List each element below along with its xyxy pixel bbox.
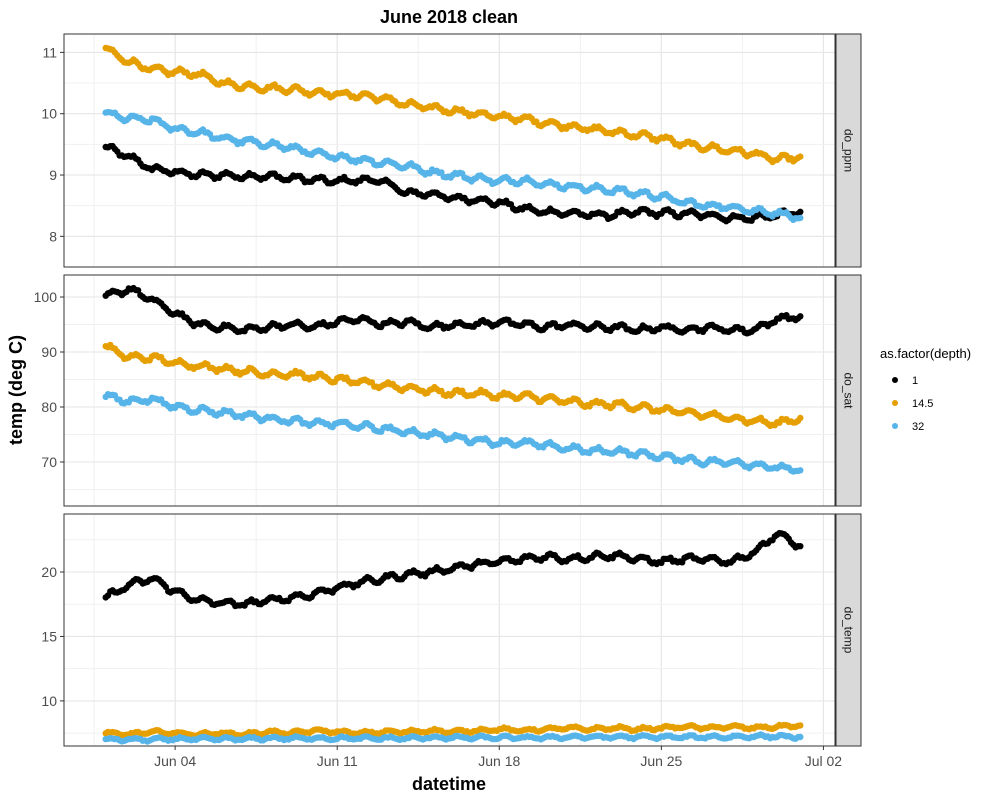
legend-key (892, 400, 898, 406)
panel-background (64, 514, 835, 746)
x-axis-title: datetime (412, 774, 486, 794)
legend-key (892, 423, 898, 429)
data-point (797, 153, 804, 160)
y-tick-label: 9 (49, 167, 57, 183)
legend-key (892, 377, 898, 383)
series-1 (102, 142, 804, 225)
facet-strip-label: do_ppm (842, 129, 856, 172)
y-tick-label: 70 (41, 454, 57, 470)
data-point (797, 208, 804, 215)
legend-label: 32 (912, 421, 924, 433)
data-point (797, 543, 804, 550)
data-point (797, 722, 804, 729)
y-tick-label: 20 (41, 564, 57, 580)
y-tick-label: 80 (41, 399, 57, 415)
data-point (797, 313, 804, 320)
x-axis-ticks: Jun 04 Jun 11 Jun 18 Jun 25 Jul 02 (154, 746, 842, 769)
y-tick-label: 90 (41, 344, 57, 360)
data-point (797, 467, 804, 474)
legend: as.factor(depth) 1 14.5 32 (880, 346, 971, 433)
facet-strip (835, 33, 862, 268)
y-tick-label: 10 (41, 693, 57, 709)
x-tick-label: Jul 02 (805, 753, 843, 769)
data-point (797, 733, 804, 741)
panel-border (63, 274, 836, 507)
series-14.5 (102, 341, 804, 429)
panel-do_temp: 10 15 20 do_temp (41, 513, 862, 747)
panel-do_ppm: 8 9 10 11 do_ppm (41, 33, 862, 268)
chart-panels: 8 9 10 11 do_ppm 70 80 90 100 do_sat 10 15 20 do_temp (34, 33, 862, 747)
series-32 (102, 391, 804, 475)
series-1 (102, 529, 804, 610)
x-tick-label: Jun 18 (478, 753, 520, 769)
series-14.5 (102, 721, 804, 739)
panel-do_sat: 70 80 90 100 do_sat (34, 274, 862, 507)
series-14.5 (102, 44, 804, 166)
series-32 (102, 731, 804, 745)
y-tick-label: 8 (49, 228, 57, 244)
series-32 (102, 108, 804, 223)
panel-border (63, 513, 836, 747)
x-tick-label: Jun 25 (640, 753, 682, 769)
data-point (797, 214, 804, 222)
facet-strip (835, 513, 862, 747)
legend-title: as.factor(depth) (880, 346, 971, 361)
series-1 (102, 284, 804, 337)
x-tick-label: Jun 04 (154, 753, 196, 769)
y-axis-title: temp (deg C) (6, 335, 26, 445)
y-tick-label: 11 (42, 44, 57, 60)
data-point (134, 287, 142, 294)
panel-background (64, 275, 835, 506)
facet-strip-label: do_sat (842, 372, 856, 409)
y-tick-label: 15 (41, 628, 57, 644)
legend-label: 14.5 (912, 398, 933, 410)
x-tick-label: Jun 11 (317, 753, 358, 769)
facet-strip (835, 274, 862, 507)
data-point (797, 414, 804, 422)
y-tick-label: 10 (41, 106, 57, 122)
panel-border (63, 33, 836, 268)
chart-title: June 2018 clean (380, 7, 518, 27)
legend-label: 1 (912, 375, 918, 387)
facet-strip-label: do_temp (842, 607, 856, 654)
y-tick-label: 100 (34, 289, 58, 305)
